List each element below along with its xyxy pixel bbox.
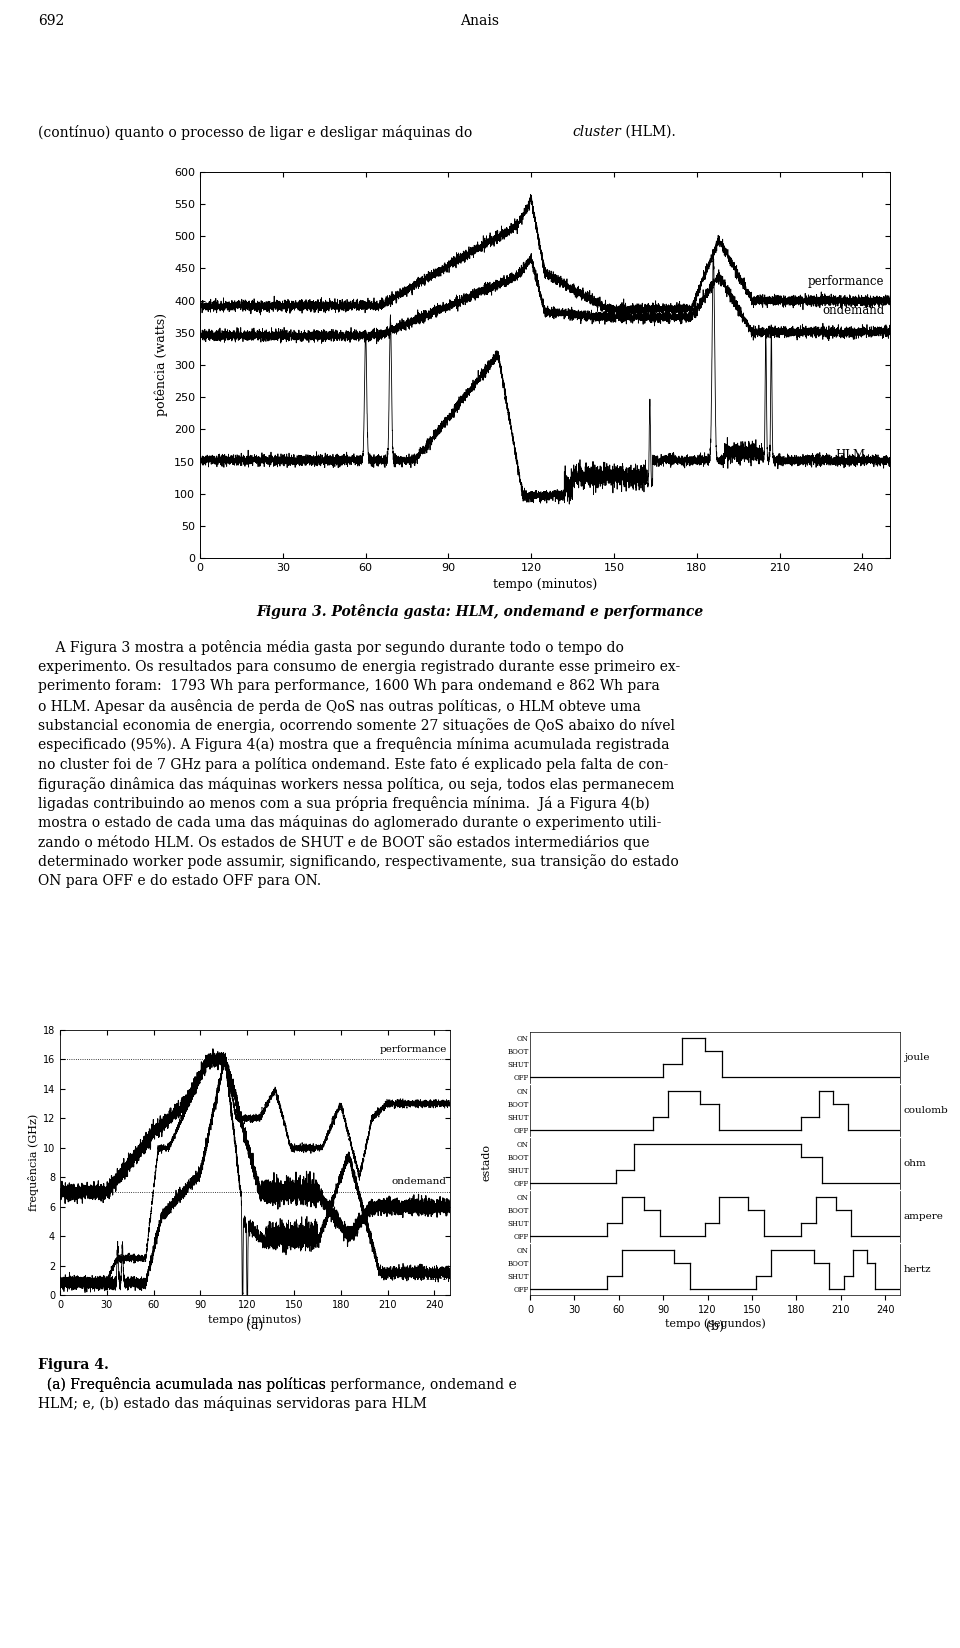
Text: cluster: cluster: [572, 125, 621, 138]
X-axis label: tempo (segundos): tempo (segundos): [664, 1318, 765, 1330]
Text: (b): (b): [706, 1320, 724, 1333]
Text: ON para OFF e do estado OFF para ON.: ON para OFF e do estado OFF para ON.: [38, 873, 322, 888]
Text: Anais: Anais: [461, 13, 499, 28]
Text: coulomb: coulomb: [903, 1106, 948, 1114]
Text: HLM: HLM: [835, 448, 865, 461]
Text: ondemand: ondemand: [822, 303, 884, 316]
Text: perimento foram:  1793 Wh para performance, 1600 Wh para ondemand e 862 Wh para: perimento foram: 1793 Wh para performanc…: [38, 679, 660, 694]
Text: mostra o estado de cada uma das máquinas do aglomerado durante o experimento uti: mostra o estado de cada uma das máquinas…: [38, 816, 661, 831]
Text: Figura 4.: Figura 4.: [38, 1358, 109, 1373]
Text: o HLM. Apesar da ausência de perda de QoS nas outras políticas, o HLM obteve uma: o HLM. Apesar da ausência de perda de Qo…: [38, 699, 641, 714]
Text: especificado (95%). A Figura 4(a) mostra que a frequência mínima acumulada regis: especificado (95%). A Figura 4(a) mostra…: [38, 738, 670, 753]
Text: Figura 3. Potência gasta: HLM, ondemand e performance: Figura 3. Potência gasta: HLM, ondemand …: [256, 605, 704, 620]
Text: (HLM).: (HLM).: [620, 125, 676, 138]
Text: (a) Frequência acumulada nas políticas: (a) Frequência acumulada nas políticas: [38, 1378, 330, 1393]
Text: no cluster foi de 7 GHz para a política ondemand. Este fato é explicado pela fal: no cluster foi de 7 GHz para a política …: [38, 756, 669, 771]
X-axis label: tempo (minutos): tempo (minutos): [492, 578, 597, 592]
Text: ondemand: ondemand: [392, 1177, 446, 1187]
Text: substancial economia de energia, ocorrendo somente 27 situações de QoS abaixo do: substancial economia de energia, ocorren…: [38, 719, 676, 733]
Text: (a) Frequência acumulada nas políticas performance, ondemand e: (a) Frequência acumulada nas políticas p…: [38, 1378, 517, 1393]
Text: (a): (a): [247, 1320, 264, 1333]
Y-axis label: frequência (GHz): frequência (GHz): [28, 1114, 38, 1211]
Y-axis label: potência (watts): potência (watts): [155, 313, 168, 417]
Text: determinado worker pode assumir, significando, respectivamente, sua transição do: determinado worker pode assumir, signifi…: [38, 855, 679, 870]
Text: HLM; e, (b) estado das máquinas servidoras para HLM: HLM; e, (b) estado das máquinas servidor…: [38, 1396, 427, 1411]
Text: HLM: HLM: [420, 1272, 446, 1282]
Text: zando o método HLM. Os estados de SHUT e de BOOT são estados intermediários que: zando o método HLM. Os estados de SHUT e…: [38, 836, 650, 850]
Text: joule: joule: [903, 1053, 929, 1061]
Text: (contínuo) quanto o processo de ligar e desligar máquinas do: (contínuo) quanto o processo de ligar e …: [38, 125, 477, 140]
Text: A Figura 3 mostra a potência média gasta por segundo durante todo o tempo do: A Figura 3 mostra a potência média gasta…: [38, 639, 624, 654]
Text: ligadas contribuindo ao menos com a sua própria frequência mínima.  Já a Figura : ligadas contribuindo ao menos com a sua …: [38, 796, 650, 811]
Text: 692: 692: [38, 13, 64, 28]
Text: ohm: ohm: [903, 1159, 926, 1168]
Text: performance: performance: [379, 1045, 446, 1053]
Text: performance: performance: [808, 275, 884, 288]
X-axis label: tempo (minutos): tempo (minutos): [208, 1313, 301, 1325]
Text: hertz: hertz: [903, 1264, 931, 1274]
Text: figuração dinâmica das máquinas workers nessa política, ou seja, todos elas perm: figuração dinâmica das máquinas workers …: [38, 776, 675, 791]
Text: estado: estado: [482, 1144, 492, 1182]
Text: experimento. Os resultados para consumo de energia registrado durante esse prime: experimento. Os resultados para consumo …: [38, 659, 681, 674]
Text: ampere: ampere: [903, 1211, 944, 1221]
